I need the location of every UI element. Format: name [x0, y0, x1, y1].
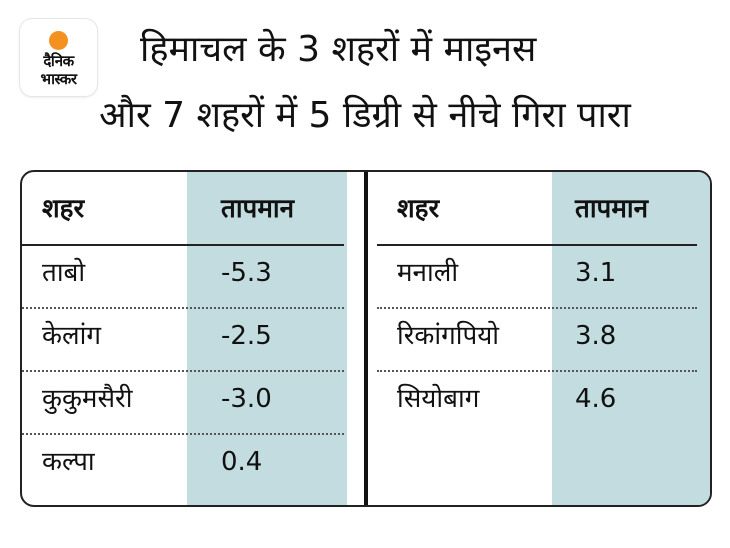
- city-cell: रिकांगपियो: [397, 321, 500, 351]
- city-cell: कल्पा: [42, 447, 95, 477]
- row-separator: [377, 307, 697, 309]
- table-row: रिकांगपियो 3.8: [377, 309, 697, 372]
- temp-cell: -3.0: [221, 384, 272, 414]
- right-temp-column-shade: [552, 172, 710, 505]
- city-cell: मनाली: [397, 258, 459, 288]
- temp-cell: 0.4: [221, 447, 263, 477]
- logo-text-line1: दैनिक: [43, 52, 74, 70]
- city-cell: ताबो: [42, 258, 86, 288]
- temp-cell: 4.6: [575, 384, 617, 414]
- row-separator: [22, 307, 344, 309]
- city-cell: सियोबाग: [397, 384, 480, 414]
- header-underline: [377, 244, 697, 246]
- table-divider: [364, 172, 368, 505]
- city-cell: कुकुमसैरी: [42, 384, 133, 414]
- left-temp-column-shade: [187, 172, 347, 505]
- city-cell: केलांग: [42, 321, 101, 351]
- header-city: शहर: [397, 194, 440, 224]
- temp-cell: 3.8: [575, 321, 617, 351]
- table-row: सियोबाग 4.6: [377, 372, 697, 435]
- header-underline: [22, 244, 344, 246]
- temp-cell: 3.1: [575, 258, 617, 288]
- table-row: कल्पा 0.4: [22, 435, 344, 498]
- header-city: शहर: [42, 194, 85, 224]
- table-row: ताबो -5.3: [22, 246, 344, 309]
- logo-text-line2: भास्कर: [40, 70, 77, 88]
- temperature-table: शहर तापमान ताबो -5.3 केलांग -2.5 कुकुमसै…: [20, 170, 712, 507]
- temp-cell: -2.5: [221, 321, 272, 351]
- dainik-bhaskar-logo: दैनिक भास्कर: [20, 19, 97, 96]
- header-temp: तापमान: [221, 194, 295, 224]
- table-row: केलांग -2.5: [22, 309, 344, 372]
- row-separator: [377, 370, 697, 372]
- headline-line1: हिमाचल के 3 शहरों में माइनस: [140, 29, 537, 70]
- headline-line2: और 7 शहरों में 5 डिग्री से नीचे गिरा पार…: [99, 95, 631, 136]
- temp-cell: -5.3: [221, 258, 272, 288]
- header-temp: तापमान: [575, 194, 649, 224]
- table-row: मनाली 3.1: [377, 246, 697, 309]
- row-separator: [22, 433, 344, 435]
- row-separator: [22, 370, 344, 372]
- table-row: कुकुमसैरी -3.0: [22, 372, 344, 435]
- sun-icon: [49, 31, 68, 50]
